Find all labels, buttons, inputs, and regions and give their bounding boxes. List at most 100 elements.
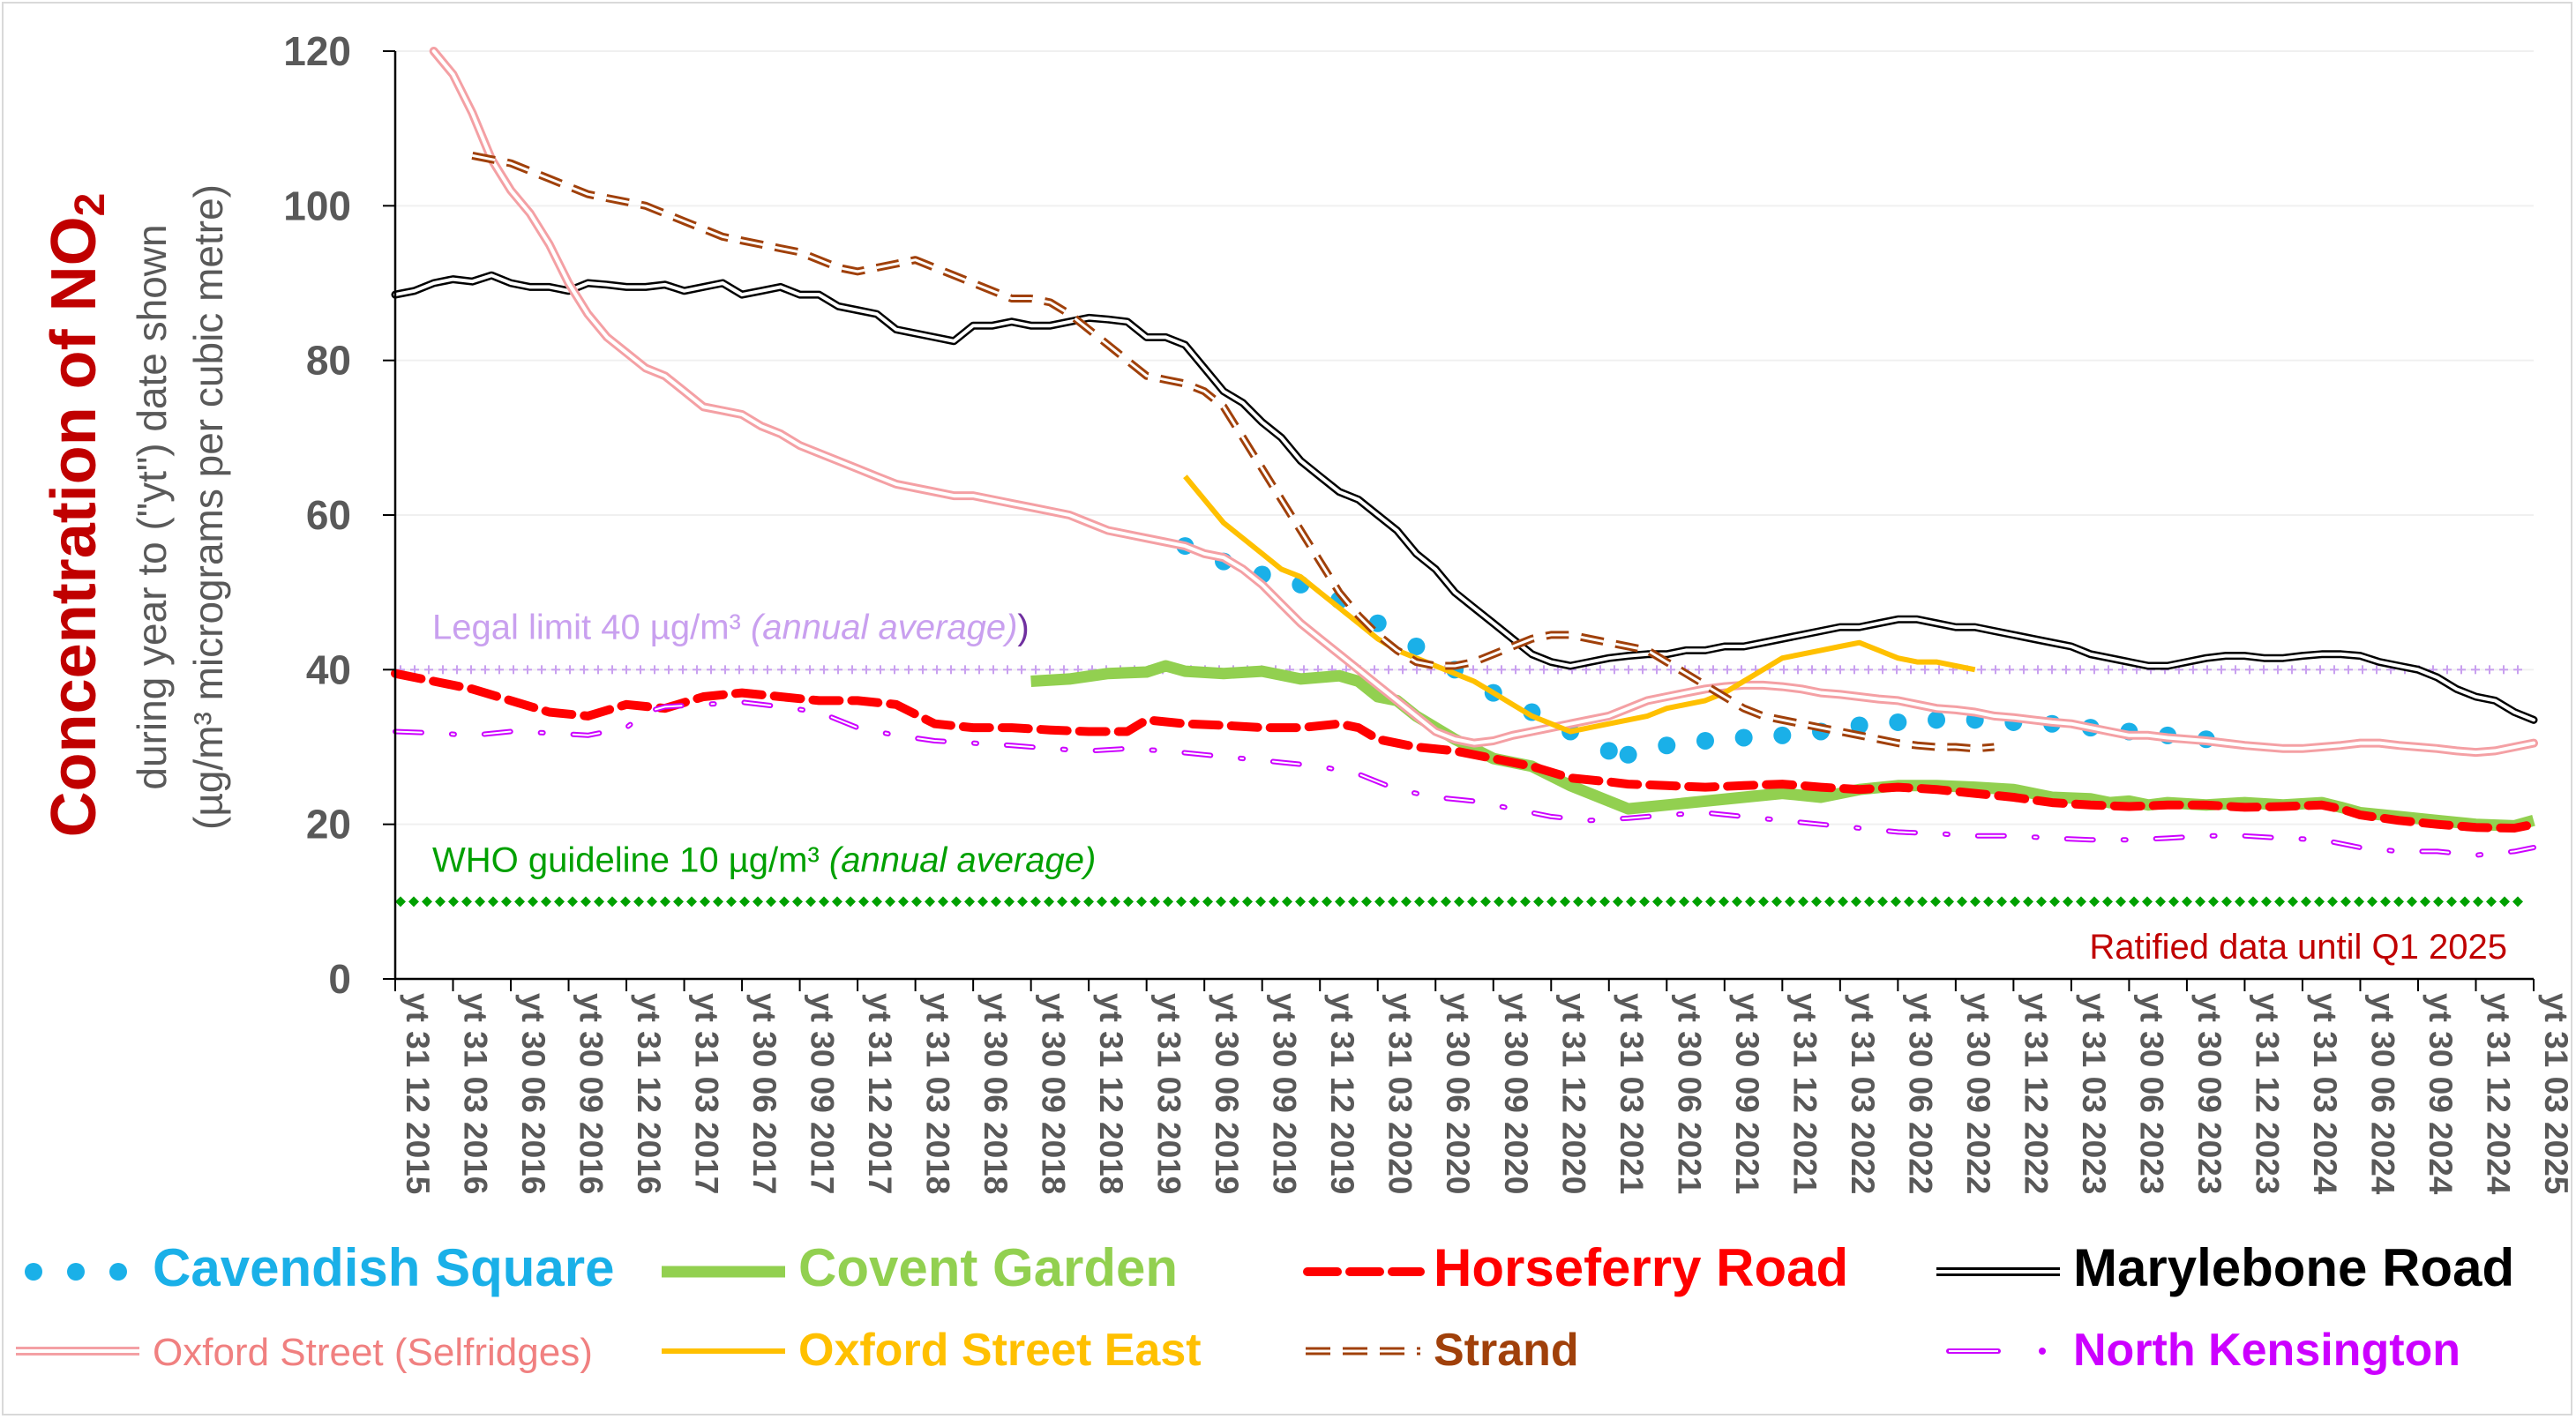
x-tick-label-1: yt 31 03 2016 bbox=[458, 993, 494, 1194]
x-tick-label-26: yt 30 06 2022 bbox=[1902, 993, 1938, 1194]
who-guideline-mark bbox=[1851, 896, 1861, 907]
who-guideline-mark bbox=[2393, 896, 2404, 907]
x-tick-label-11: yt 30 09 2018 bbox=[1036, 993, 1072, 1194]
who-guideline-mark bbox=[2089, 896, 2100, 907]
who-guideline-mark bbox=[2288, 896, 2298, 907]
x-tick-label-25: yt 31 03 2022 bbox=[1845, 993, 1881, 1194]
x-tick-label-22: yt 30 06 2021 bbox=[1671, 993, 1707, 1194]
who-guideline-mark bbox=[647, 896, 657, 907]
who-guideline-mark bbox=[1083, 896, 1094, 907]
who-guideline-mark bbox=[1520, 896, 1531, 907]
who-guideline-mark bbox=[2049, 896, 2060, 907]
x-tick-label-19: yt 30 09 2020 bbox=[1498, 993, 1534, 1194]
annotations: Ratified data until Q1 2025 bbox=[2089, 928, 2507, 967]
who-guideline-mark bbox=[1335, 896, 1345, 907]
who-guideline-mark bbox=[1891, 896, 1901, 907]
who-guideline-mark bbox=[2301, 896, 2311, 907]
series-oxford-street-selfridges-outer bbox=[429, 47, 2538, 758]
y-tick-label-60: 60 bbox=[306, 492, 351, 538]
x-tick-label-7: yt 30 09 2017 bbox=[805, 993, 841, 1194]
who-guideline-mark bbox=[1745, 896, 1756, 907]
who-guideline-mark bbox=[2023, 896, 2033, 907]
who-guideline-mark bbox=[2460, 896, 2470, 907]
who-guideline-mark bbox=[2168, 896, 2179, 907]
series-cavendish-square-point-15 bbox=[1734, 728, 1753, 747]
who-guideline-mark bbox=[766, 896, 776, 907]
who-guideline-mark bbox=[1269, 896, 1279, 907]
who-guideline-mark bbox=[2499, 896, 2510, 907]
series-marylebone-road-inner bbox=[393, 273, 2535, 722]
who-guideline-mark bbox=[2327, 896, 2338, 907]
who-guideline-mark bbox=[1666, 896, 1676, 907]
who-guideline-mark bbox=[1599, 896, 1610, 907]
who-guideline-mark bbox=[1917, 896, 1928, 907]
reference-lines: Legal limit 40 µg/m³ (annual average)) WH… bbox=[395, 608, 2523, 907]
y-axis-subtitle-1: during year to ("yt") date shown bbox=[129, 224, 175, 789]
legend-marylebone-road-label: Marylebone Road bbox=[2073, 1238, 2514, 1297]
who-guideline-mark bbox=[1798, 896, 1808, 907]
who-guideline-mark bbox=[2367, 896, 2378, 907]
x-tick-label-27: yt 30 09 2022 bbox=[1960, 993, 1996, 1194]
who-guideline-mark bbox=[554, 896, 565, 907]
y-axis-title-text: Concentration of NO bbox=[39, 216, 109, 837]
who-guideline-mark bbox=[2512, 896, 2523, 907]
x-tick-labels: yt 31 12 2015 yt 31 03 2016 yt 30 06 2016 y… bbox=[394, 979, 2574, 1195]
x-tick-label-31: yt 30 09 2023 bbox=[2191, 993, 2228, 1194]
who-guideline-mark bbox=[528, 896, 538, 907]
who-guideline-mark bbox=[1546, 896, 1557, 907]
who-guideline-mark bbox=[488, 896, 498, 907]
series-cavendish-square-point-6 bbox=[1407, 638, 1426, 656]
x-tick-label-32: yt 31 12 2023 bbox=[2249, 993, 2285, 1194]
who-guideline-mark bbox=[2010, 896, 2020, 907]
reference-label-text: WHO guideline 10 µg/m³ bbox=[432, 840, 829, 879]
who-guideline-mark bbox=[2433, 896, 2444, 907]
legend-oxford-street-east-label: Oxford Street East bbox=[798, 1325, 1202, 1376]
series-north-kensington-outer bbox=[393, 699, 2536, 858]
who-guideline-mark bbox=[1970, 896, 1981, 907]
who-guideline-mark bbox=[1295, 896, 1306, 907]
who-guideline-mark bbox=[435, 896, 446, 907]
who-guideline-mark bbox=[580, 896, 591, 907]
who-guideline-mark bbox=[2129, 896, 2139, 907]
series-cavendish-square-point-16 bbox=[1773, 726, 1792, 744]
y-tick-label-0: 0 bbox=[328, 956, 351, 1002]
who-guideline-mark bbox=[2446, 896, 2457, 907]
series-oxford-street-selfridges-inner bbox=[431, 49, 2535, 755]
legend-cavendish-square-swatch-dot-2 bbox=[109, 1263, 127, 1281]
who-guideline-mark bbox=[1427, 896, 1438, 907]
who-guideline-mark bbox=[660, 896, 670, 907]
who-guideline-mark bbox=[1679, 896, 1689, 907]
who-guideline-mark bbox=[1308, 896, 1319, 907]
gridlines bbox=[395, 50, 2534, 825]
who-guideline-mark bbox=[2473, 896, 2483, 907]
who-guideline-mark bbox=[1322, 896, 1332, 907]
x-tick-label-12: yt 31 12 2018 bbox=[1093, 993, 1129, 1194]
who-guideline-mark bbox=[832, 896, 842, 907]
who-guideline-mark bbox=[1189, 896, 1200, 907]
who-guideline-mark bbox=[2248, 896, 2258, 907]
who-guideline-mark bbox=[1467, 896, 1478, 907]
x-tick-label-14: yt 30 06 2019 bbox=[1209, 993, 1245, 1194]
legend: Cavendish Square Covent Garden Horseferry … bbox=[16, 1238, 2514, 1376]
series-cavendish-square-point-12 bbox=[1619, 745, 1637, 764]
series-strand-outer bbox=[471, 151, 1995, 753]
reference-label-closing: ) bbox=[1017, 608, 1029, 646]
who-guideline-mark bbox=[1983, 896, 1994, 907]
who-guideline-mark bbox=[885, 896, 895, 907]
x-tick-label-15: yt 30 09 2019 bbox=[1267, 993, 1303, 1194]
x-tick-label-28: yt 31 12 2022 bbox=[2018, 993, 2054, 1194]
x-tick-label-29: yt 31 03 2023 bbox=[2076, 993, 2112, 1194]
legend-strand-label: Strand bbox=[1434, 1325, 1579, 1376]
who-guideline-mark bbox=[1110, 896, 1120, 907]
who-guideline-mark bbox=[1348, 896, 1359, 907]
x-tick-label-16: yt 31 12 2019 bbox=[1324, 993, 1360, 1194]
who-guideline-mark bbox=[1811, 896, 1822, 907]
who-guideline-mark bbox=[2340, 896, 2351, 907]
who-guideline-mark bbox=[2261, 896, 2272, 907]
x-tick-label-8: yt 31 12 2017 bbox=[862, 993, 898, 1194]
who-guideline-mark bbox=[1149, 896, 1160, 907]
series-marylebone-road-outer bbox=[391, 271, 2538, 724]
who-guideline-mark bbox=[1480, 896, 1491, 907]
who-guideline-mark bbox=[461, 896, 472, 907]
